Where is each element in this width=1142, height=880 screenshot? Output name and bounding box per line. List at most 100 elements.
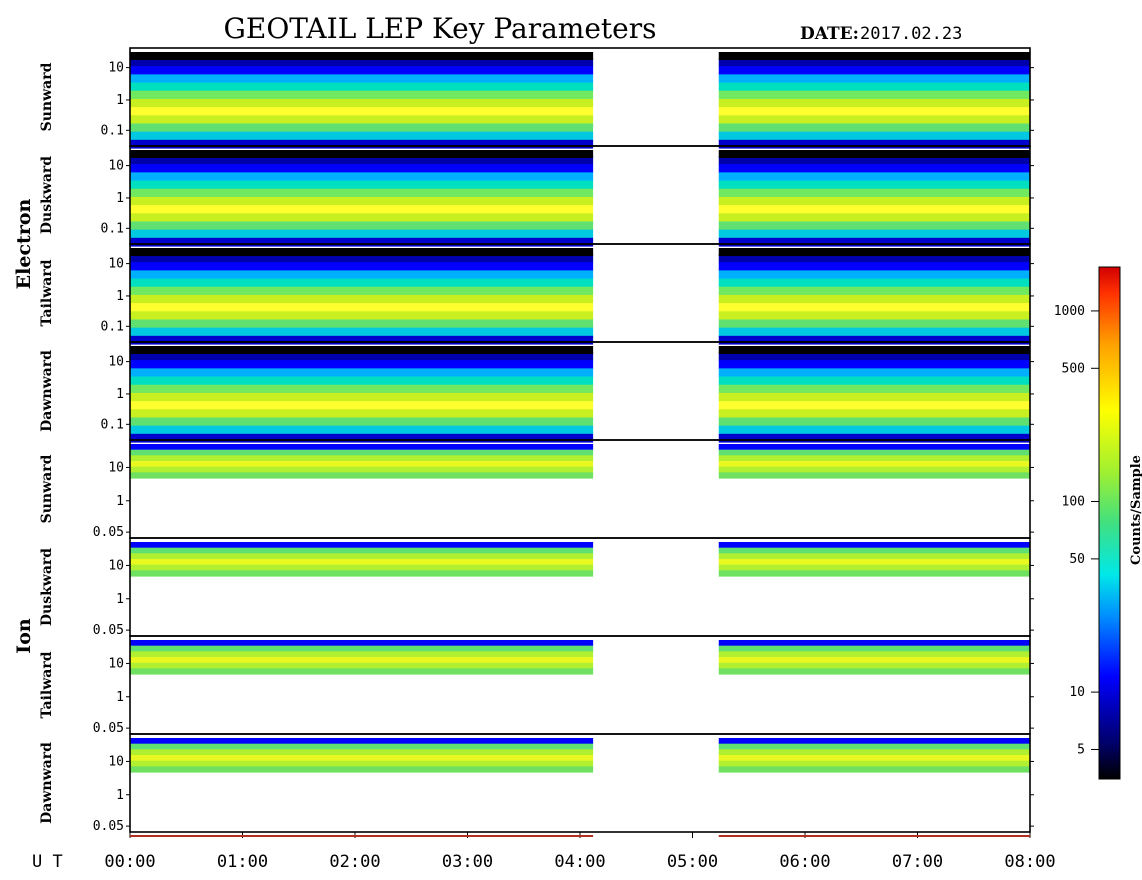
spectrogram-band (718, 82, 1030, 92)
y-tick-label: 1 (116, 494, 124, 509)
spectrogram-band (130, 311, 594, 321)
panel-electron-sunward (129, 47, 1031, 149)
spectrogram-band (130, 425, 594, 435)
spectrogram-band (718, 188, 1030, 198)
panel-label: Dawnward (39, 742, 55, 824)
x-tick-label: 03:00 (442, 852, 493, 872)
spectrogram-band (130, 294, 594, 304)
spectrogram-band (130, 270, 594, 280)
spectrogram-band (718, 98, 1030, 108)
spectrogram-band (718, 352, 1030, 361)
x-tick-label: 05:00 (667, 852, 718, 872)
spectrogram-band (718, 766, 1030, 773)
spectrogram-band (718, 237, 1030, 247)
spectrogram-band (718, 738, 1030, 745)
spectrogram-band (130, 172, 594, 182)
spectrogram-band (130, 139, 594, 149)
panel-label: Sunward (39, 62, 55, 131)
spectrogram-edge (130, 248, 594, 256)
panel-label: Tailward (39, 259, 55, 326)
spectrogram-band (718, 472, 1030, 479)
spectrogram-band (130, 455, 594, 462)
panel-label: Tailward (39, 651, 55, 718)
spectrogram-band (130, 651, 594, 658)
spectrogram-band (130, 392, 594, 402)
spectrogram-band (130, 123, 594, 133)
spectrogram-band (718, 270, 1030, 280)
spectrogram-band (718, 66, 1030, 75)
panel-electron-tailward (129, 243, 1031, 345)
spectrogram-band (718, 401, 1030, 410)
spectrogram-band (718, 221, 1030, 231)
spectrogram-band (130, 352, 594, 361)
y-tick-label: 1 (116, 93, 124, 108)
y-tick-label: 0.05 (93, 525, 124, 540)
y-labels-layer: 10 1 0.1 Sunward 10 1 0.1 Duskward 10 1 0.1 Tailwar… (13, 61, 1034, 834)
spectrogram-band (718, 376, 1030, 386)
spectrogram-band (718, 139, 1030, 149)
spectrogram-band (718, 254, 1030, 263)
spectrogram-band (718, 425, 1030, 435)
spectrogram-band (718, 392, 1030, 402)
spectrogram-band (130, 547, 594, 554)
spectrogram-band (130, 115, 594, 125)
y-tick-label: 0.05 (93, 721, 124, 736)
spectrogram-band (718, 662, 1030, 669)
spectrogram-band (718, 319, 1030, 329)
spectrogram-band (130, 205, 594, 214)
panel-label: Duskward (39, 156, 55, 234)
spectrogram-band (130, 254, 594, 263)
spectrogram-band (130, 74, 594, 84)
spectrogram-band (718, 107, 1030, 116)
panel-label: Dawnward (39, 350, 55, 432)
y-tick-label: 0.1 (101, 319, 124, 334)
group-label: Electron (13, 199, 35, 290)
x-tick-label: 02:00 (329, 852, 380, 872)
spectrogram-band (130, 82, 594, 92)
panel-electron-duskward (129, 145, 1031, 247)
spectrogram-band (718, 743, 1030, 750)
spectrogram-band (130, 107, 594, 116)
spectrogram-band (718, 755, 1030, 762)
spectrogram-band (718, 668, 1030, 675)
spectrogram-band (718, 657, 1030, 664)
spectrogram-band (718, 196, 1030, 206)
spectrogram-band (718, 172, 1030, 182)
spectrogram-band (130, 766, 594, 773)
spectrogram-band (718, 384, 1030, 394)
spectrogram-band (718, 461, 1030, 468)
spectrogram-band (718, 409, 1030, 419)
y-tick-label: 10 (108, 754, 124, 769)
x-axis: U T 00:00 01:00 02:00 03:00 04:00 05:00 06:00 0… (32, 832, 1056, 872)
spectrogram-band (130, 319, 594, 329)
spectrogram-band (130, 262, 594, 271)
panel-ion-sunward (129, 439, 1031, 539)
spectrogram-band (718, 547, 1030, 554)
y-tick-label: 10 (108, 61, 124, 76)
y-tick-label: 0.1 (101, 123, 124, 138)
spectrogram-band (130, 303, 594, 312)
spectrogram-band (718, 278, 1030, 288)
y-tick-label: 1 (116, 289, 124, 304)
spectrogram-band (130, 188, 594, 198)
spectrogram-band (718, 156, 1030, 165)
y-tick-label: 1 (116, 191, 124, 206)
spectrogram-band (130, 278, 594, 288)
colorbar-tick-label: 1000 (1054, 304, 1085, 319)
spectrogram-band (130, 433, 594, 443)
spectrogram-band (130, 662, 594, 669)
x-tick-label: 01:00 (217, 852, 268, 872)
spectrogram-band (718, 640, 1030, 647)
spectrogram-edge (718, 150, 1030, 158)
spectrogram-band (718, 123, 1030, 133)
chart-title: GEOTAIL LEP Key Parameters (224, 12, 657, 45)
spectrogram-band (130, 668, 594, 675)
x-tick-label: 08:00 (1004, 852, 1055, 872)
spectrogram-band (718, 294, 1030, 304)
spectrogram-band (130, 743, 594, 750)
spectrogram-band (130, 327, 594, 337)
spectrogram-band (130, 286, 594, 296)
spectrogram-band (718, 559, 1030, 566)
spectrogram-band (718, 466, 1030, 473)
spectrogram-band (718, 180, 1030, 190)
